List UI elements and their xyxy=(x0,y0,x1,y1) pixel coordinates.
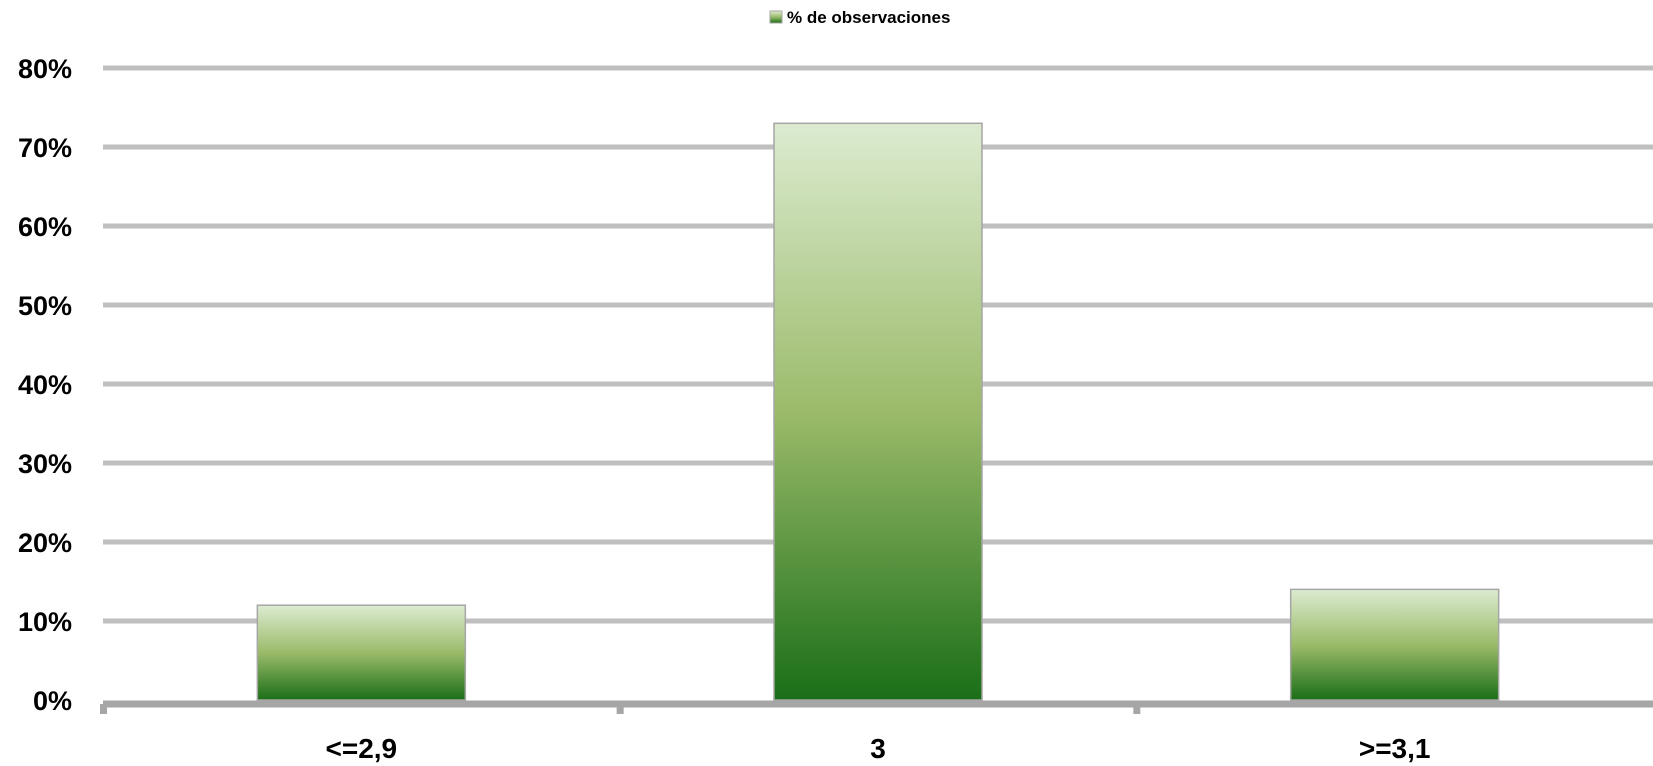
y-tick-label: 20% xyxy=(18,528,72,558)
y-tick-label: 80% xyxy=(18,54,72,84)
y-tick-label: 10% xyxy=(18,607,72,637)
y-tick-label: 50% xyxy=(18,291,72,321)
y-tick-label: 60% xyxy=(18,212,72,242)
bar-1 xyxy=(256,604,467,701)
y-tick-label: 30% xyxy=(18,449,72,479)
x-axis xyxy=(100,700,1653,714)
y-tick-label: 40% xyxy=(18,370,72,400)
x-axis-tick xyxy=(616,704,624,714)
x-axis-tick xyxy=(1133,704,1141,714)
bar-2 xyxy=(773,122,983,701)
y-tick-label: 0% xyxy=(33,686,72,716)
bars xyxy=(256,122,1500,701)
x-tick-label: >=3,1 xyxy=(1359,733,1431,764)
y-axis-tick-labels: 0% 10% 20% 30% 40% 50% 60% 70% 80% xyxy=(18,54,72,716)
x-axis-tick-labels: <=2,9 3 >=3,1 xyxy=(326,733,1431,764)
x-tick-label: 3 xyxy=(870,733,886,764)
legend-swatch xyxy=(769,10,783,24)
bar-3 xyxy=(1289,588,1500,701)
legend-label: % de observaciones xyxy=(787,8,950,27)
x-axis-tick xyxy=(100,704,107,714)
y-tick-label: 70% xyxy=(18,133,72,163)
x-tick-label: <=2,9 xyxy=(326,733,398,764)
legend: % de observaciones xyxy=(769,8,950,27)
